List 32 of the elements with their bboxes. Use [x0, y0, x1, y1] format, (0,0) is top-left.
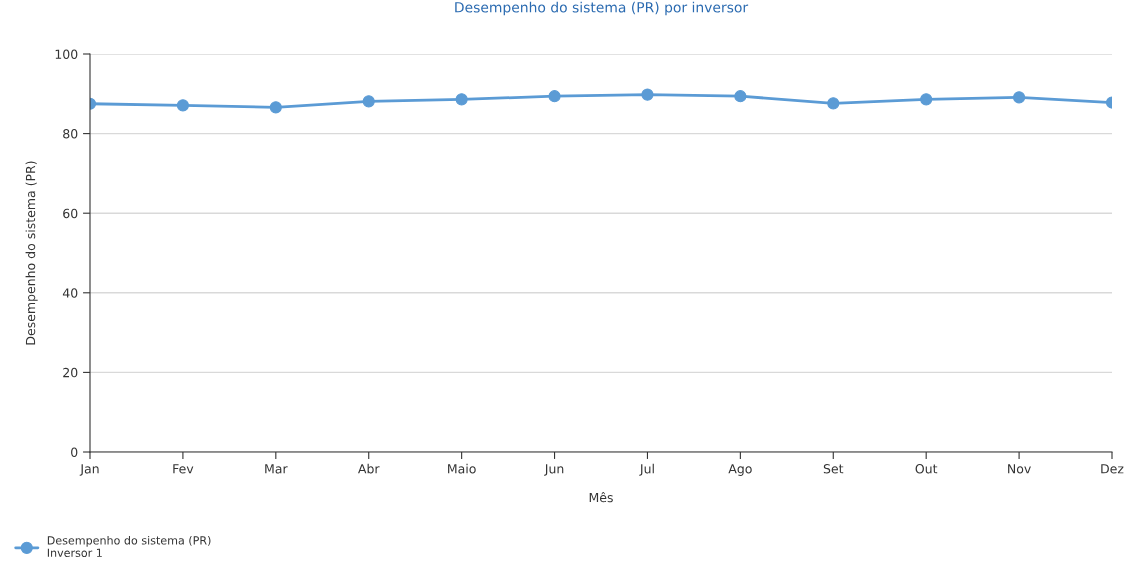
x-tick-label: Fev [173, 464, 194, 474]
y-tick-label: 0 [71, 447, 78, 457]
x-tick-label: Abr [358, 463, 380, 474]
x-axis-title: Mês [589, 492, 613, 503]
y-tick-label: 40 [62, 288, 78, 298]
x-tick-label: Jan [79, 464, 99, 476]
y-tick-label: 100 [55, 49, 78, 59]
point [641, 88, 654, 101]
point [1013, 91, 1026, 104]
x-tick-label: Jun [544, 464, 564, 476]
point [920, 93, 933, 106]
legend-label: Desempenho do sistema (PR) Inversor 1 [47, 535, 211, 557]
x-tick-label: Ago [728, 464, 752, 476]
point [827, 97, 840, 110]
x-tick-label: Maio [448, 463, 476, 474]
y-tick-label: 80 [63, 129, 78, 139]
y-tick-label: 20 [63, 367, 78, 378]
point [455, 93, 468, 106]
x-tick-label: Set [823, 464, 844, 474]
y-axis-title: Desempenho do sistema (PR) [25, 161, 38, 345]
x-tick-label: Nov [1008, 464, 1031, 474]
chart-title: Desempenho do sistema (PR) por inversor [455, 1, 749, 16]
point [362, 95, 375, 108]
point [176, 99, 189, 112]
x-tick-label: Out [915, 464, 938, 474]
point [269, 101, 282, 114]
point [548, 90, 561, 103]
x-tick-label: Mar [265, 464, 288, 474]
point [734, 90, 747, 103]
x-tick-label: Jul [639, 463, 654, 476]
x-tick-label: Dez [1101, 464, 1124, 474]
y-tick-label: 60 [63, 208, 78, 219]
